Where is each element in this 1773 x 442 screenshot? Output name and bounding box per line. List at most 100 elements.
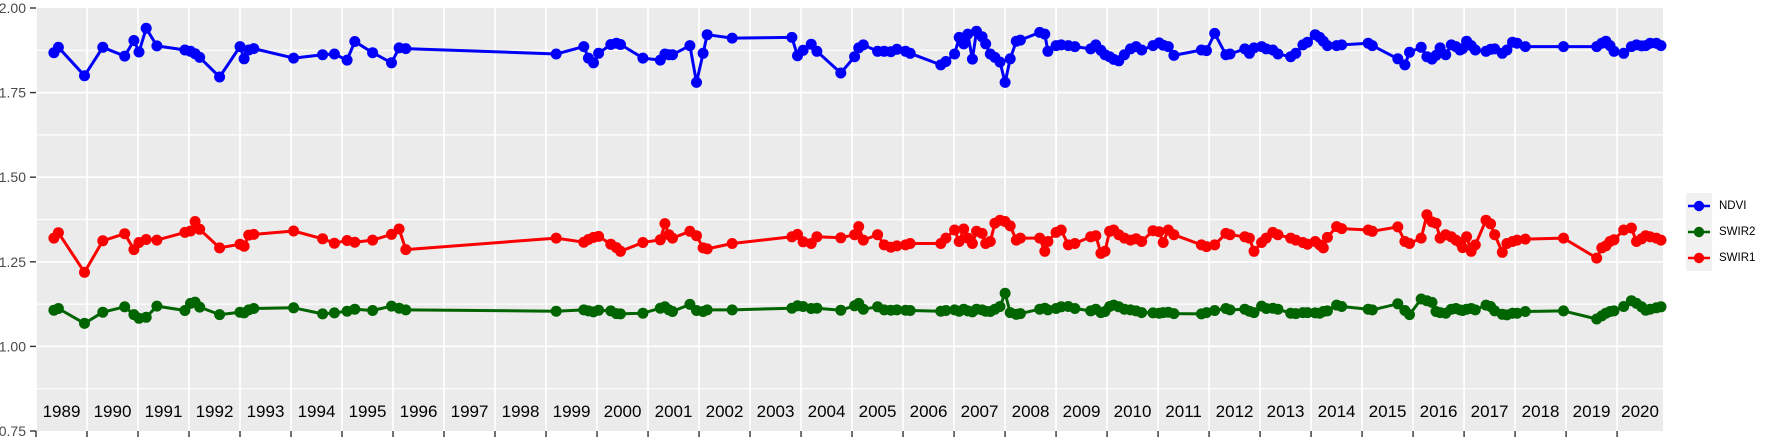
data-point (615, 39, 626, 50)
data-point (1014, 232, 1026, 244)
data-point (1055, 224, 1067, 236)
data-point (550, 232, 562, 244)
svg-text:2011: 2011 (1165, 402, 1202, 421)
data-point (1608, 45, 1620, 57)
svg-text:1.00: 1.00 (0, 338, 26, 354)
data-point (593, 230, 605, 242)
data-point (194, 223, 206, 235)
data-point (1519, 233, 1531, 245)
data-point (79, 266, 90, 278)
data-point (994, 56, 1006, 68)
data-point (593, 304, 605, 316)
data-point (1224, 48, 1236, 60)
data-point (1039, 245, 1051, 257)
series-swir2 (48, 287, 1667, 329)
data-point (999, 76, 1011, 88)
data-point (1099, 245, 1111, 257)
data-point (1136, 44, 1148, 56)
data-point (994, 301, 1006, 312)
svg-text:2005: 2005 (859, 402, 897, 421)
data-point (1469, 44, 1481, 56)
data-point (1625, 222, 1637, 234)
data-point (835, 304, 847, 316)
data-point (1457, 242, 1469, 254)
data-point (550, 305, 562, 317)
data-point (966, 53, 978, 65)
data-point (1290, 47, 1302, 59)
data-point (904, 238, 916, 249)
svg-text:2004: 2004 (808, 402, 846, 421)
data-point (128, 35, 140, 46)
svg-text:0.75: 0.75 (0, 423, 26, 439)
data-point (1302, 307, 1313, 319)
svg-text:1996: 1996 (400, 402, 438, 421)
data-point (811, 231, 823, 243)
data-point (1168, 308, 1180, 320)
svg-text:1.50: 1.50 (0, 169, 26, 185)
data-point (835, 232, 847, 244)
legend: NDVI SWIR2 SWIR1 (1686, 193, 1755, 271)
svg-text:2017: 2017 (1471, 402, 1509, 421)
data-point (386, 57, 397, 69)
data-point (214, 71, 226, 83)
data-point (194, 301, 206, 313)
svg-text:1990: 1990 (94, 402, 132, 421)
data-point (637, 237, 649, 248)
data-point (1440, 49, 1452, 61)
data-point (238, 53, 250, 65)
data-point (234, 41, 246, 53)
data-point (966, 238, 978, 249)
data-point (726, 32, 738, 44)
svg-text:1998: 1998 (502, 402, 540, 421)
data-point (328, 48, 340, 60)
data-point (667, 232, 678, 244)
data-point (1415, 41, 1427, 53)
data-point (1014, 34, 1026, 46)
data-point (1209, 305, 1221, 316)
svg-text:2007: 2007 (961, 402, 999, 421)
data-point (1209, 27, 1221, 39)
data-point (1168, 49, 1180, 61)
data-point (999, 287, 1011, 299)
svg-text:2003: 2003 (757, 402, 795, 421)
data-point (904, 305, 916, 316)
y-axis-labels: 2.00 1.75 1.50 1.25 1.00 0.75 (0, 0, 26, 439)
data-point (691, 230, 702, 242)
data-point (79, 317, 90, 329)
data-point (367, 234, 379, 246)
data-point (1168, 229, 1180, 241)
data-point (1430, 217, 1442, 229)
data-point (367, 47, 379, 59)
data-point (400, 304, 412, 316)
data-point (1039, 28, 1051, 40)
data-point (1591, 252, 1603, 264)
data-point (317, 49, 329, 61)
legend-label-swir2: SWIR2 (1719, 226, 1756, 238)
data-point (891, 240, 903, 252)
data-point (1153, 226, 1165, 238)
legend-item-swir1: SWIR1 (1686, 245, 1755, 271)
data-point (1069, 238, 1081, 249)
data-point (185, 225, 196, 237)
data-point (976, 227, 988, 239)
data-point (1201, 45, 1212, 57)
data-point (367, 305, 379, 316)
data-point (97, 41, 109, 53)
series-ndvi (48, 22, 1667, 88)
data-point (1655, 234, 1667, 246)
data-point (1392, 298, 1404, 310)
data-point (691, 76, 702, 88)
data-point (849, 51, 861, 63)
data-point (797, 44, 809, 56)
data-point (949, 48, 961, 60)
data-point (940, 232, 952, 244)
data-point (1136, 236, 1148, 247)
data-point (962, 28, 974, 40)
data-point (288, 302, 300, 314)
data-point (550, 48, 562, 60)
data-point (1404, 238, 1415, 249)
data-point (1511, 234, 1523, 246)
data-point (949, 224, 961, 236)
data-point (786, 31, 798, 43)
data-point (637, 307, 649, 319)
